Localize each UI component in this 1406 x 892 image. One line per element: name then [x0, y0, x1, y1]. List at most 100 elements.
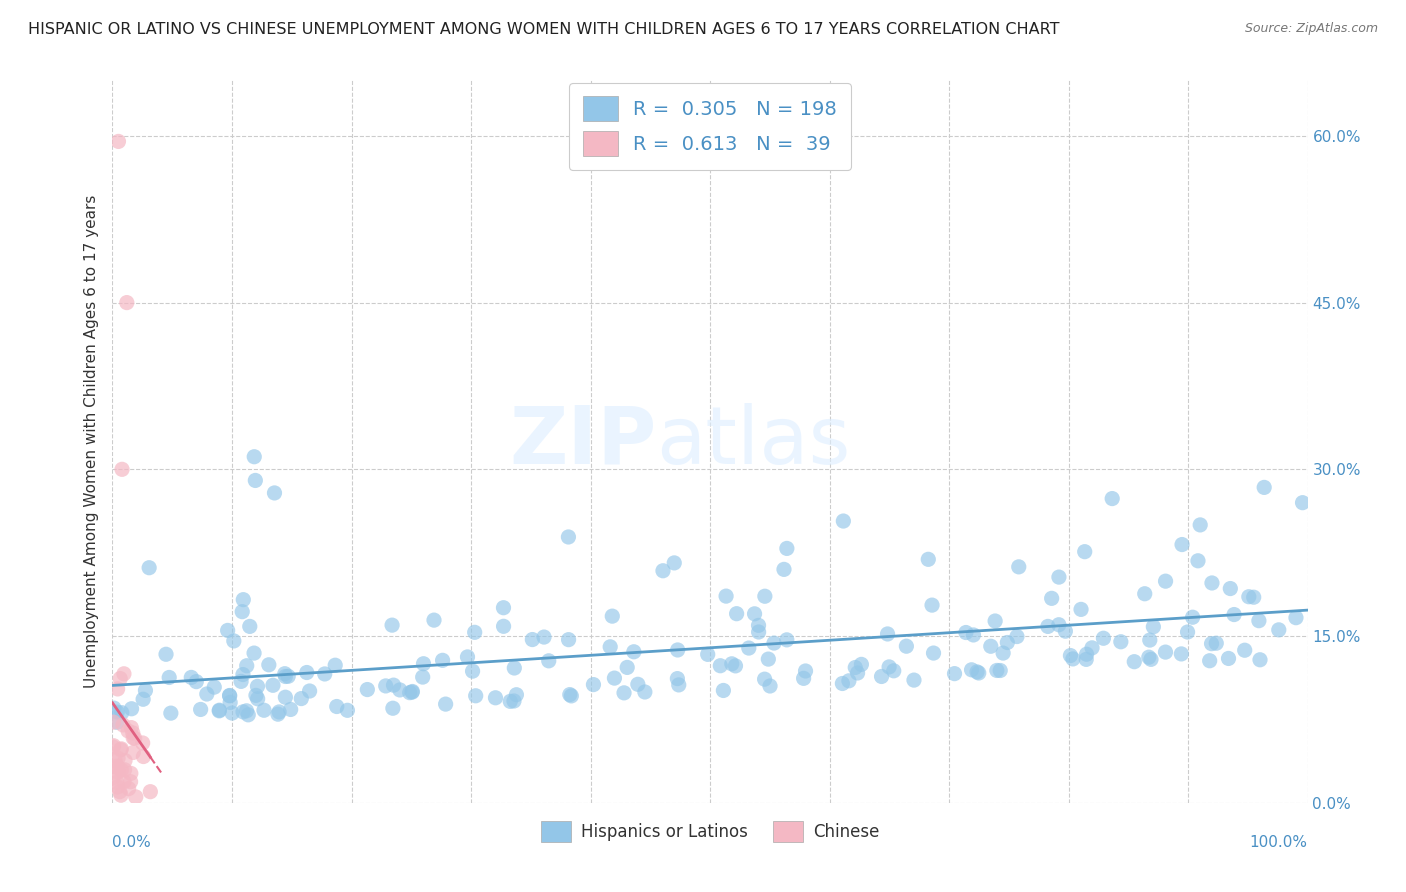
Point: [1005, 630, 1028, 644]
Point: [1073, 544, 1095, 558]
Point: [398, 686, 420, 700]
Point: [668, 678, 690, 692]
Point: [664, 556, 686, 570]
Point: [290, 691, 312, 706]
Point: [1081, 640, 1104, 655]
Point: [838, 673, 860, 688]
Point: [1076, 647, 1098, 661]
Point: [756, 652, 779, 666]
Point: [314, 667, 336, 681]
Point: [851, 657, 873, 672]
Point: [1201, 576, 1223, 591]
Point: [748, 625, 770, 640]
Point: [243, 450, 266, 464]
Point: [1237, 590, 1260, 604]
Point: [1181, 610, 1204, 624]
Point: [986, 664, 1008, 678]
Point: [503, 694, 526, 708]
Point: [1154, 574, 1177, 589]
Point: [1170, 647, 1192, 661]
Point: [232, 705, 254, 719]
Point: [107, 751, 129, 765]
Point: [537, 654, 560, 668]
Point: [754, 589, 776, 603]
Point: [1291, 496, 1313, 510]
Point: [218, 689, 240, 703]
Point: [1142, 620, 1164, 634]
Point: [776, 541, 799, 556]
Point: [666, 672, 689, 686]
Point: [613, 686, 636, 700]
Point: [896, 639, 918, 653]
Point: [267, 707, 290, 722]
Point: [157, 670, 180, 684]
Point: [484, 690, 506, 705]
Point: [1092, 632, 1115, 646]
Point: [138, 560, 160, 574]
Point: [117, 723, 139, 738]
Text: atlas: atlas: [657, 402, 851, 481]
Point: [221, 706, 243, 720]
Point: [1070, 602, 1092, 616]
Point: [1123, 655, 1146, 669]
Point: [326, 699, 349, 714]
Point: [966, 665, 988, 679]
Point: [115, 295, 138, 310]
Point: [1054, 624, 1077, 639]
Point: [107, 765, 129, 780]
Point: [219, 695, 242, 709]
Point: [714, 589, 737, 603]
Point: [846, 665, 869, 680]
Point: [492, 619, 515, 633]
Point: [356, 682, 378, 697]
Point: [235, 658, 257, 673]
Point: [793, 671, 815, 685]
Point: [253, 703, 276, 717]
Point: [1198, 654, 1220, 668]
Point: [1059, 648, 1081, 663]
Point: [713, 683, 735, 698]
Point: [132, 749, 155, 764]
Point: [652, 564, 675, 578]
Point: [208, 703, 231, 717]
Point: [155, 647, 177, 661]
Point: [121, 702, 143, 716]
Point: [1247, 614, 1270, 628]
Point: [280, 702, 302, 716]
Point: [499, 694, 522, 708]
Point: [943, 666, 966, 681]
Point: [1008, 559, 1031, 574]
Point: [1154, 645, 1177, 659]
Point: [1139, 633, 1161, 648]
Point: [131, 736, 153, 750]
Point: [432, 653, 454, 667]
Point: [1223, 607, 1246, 622]
Point: [844, 660, 866, 674]
Point: [1047, 570, 1070, 584]
Point: [962, 628, 984, 642]
Point: [245, 474, 267, 488]
Point: [277, 669, 299, 683]
Point: [1171, 537, 1194, 551]
Point: [464, 625, 486, 640]
Point: [1189, 517, 1212, 532]
Point: [232, 667, 254, 681]
Point: [456, 649, 478, 664]
Point: [235, 704, 257, 718]
Point: [616, 660, 638, 674]
Point: [634, 685, 657, 699]
Point: [112, 774, 135, 789]
Point: [190, 702, 212, 716]
Point: [195, 687, 218, 701]
Point: [382, 678, 405, 692]
Point: [1109, 634, 1132, 648]
Point: [921, 598, 943, 612]
Point: [262, 678, 284, 692]
Point: [208, 704, 231, 718]
Point: [134, 683, 156, 698]
Point: [560, 689, 582, 703]
Point: [108, 785, 131, 799]
Text: ZIP: ZIP: [509, 402, 657, 481]
Point: [122, 746, 145, 760]
Legend: Hispanics or Latinos, Chinese: Hispanics or Latinos, Chinese: [534, 814, 886, 848]
